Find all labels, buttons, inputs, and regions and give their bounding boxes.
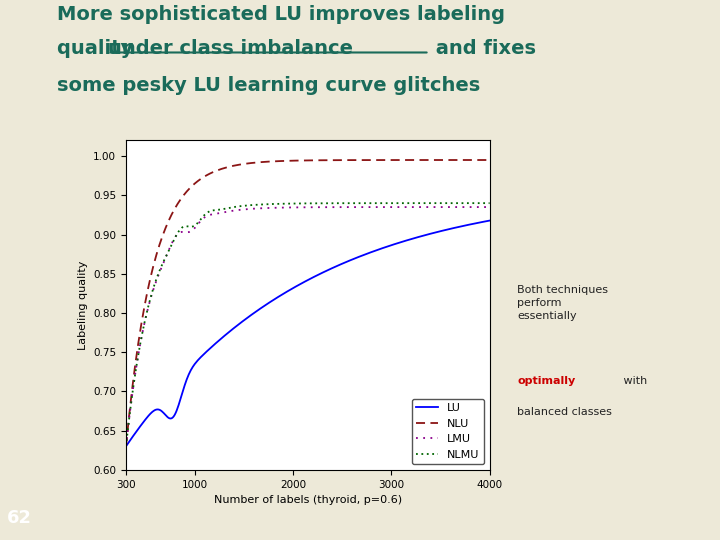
NLU xyxy=(247,160,256,166)
LMU xyxy=(184,229,193,235)
Y-axis label: Labeling quality: Labeling quality xyxy=(78,260,88,350)
NLMU xyxy=(223,205,232,212)
Legend: LU, NLU, LMU, NLMU: LU, NLU, LMU, NLMU xyxy=(412,399,484,464)
LMU xyxy=(226,208,235,214)
NLMU xyxy=(146,295,155,302)
NLMU xyxy=(432,200,441,206)
LMU xyxy=(223,208,232,215)
Text: under class imbalance: under class imbalance xyxy=(108,39,353,58)
LMU xyxy=(122,443,130,449)
NLMU xyxy=(122,443,130,449)
NLMU xyxy=(485,200,494,206)
NLMU xyxy=(247,202,256,208)
NLU xyxy=(184,186,193,193)
NLU xyxy=(146,275,155,281)
NLU xyxy=(485,157,494,163)
Text: Both techniques
perform
essentially: Both techniques perform essentially xyxy=(517,285,608,321)
LU xyxy=(485,218,494,224)
X-axis label: Number of labels (thyroid, p=0.6): Number of labels (thyroid, p=0.6) xyxy=(214,495,402,505)
Text: balanced classes: balanced classes xyxy=(517,407,612,417)
Text: optimally: optimally xyxy=(517,376,575,386)
LMU xyxy=(146,296,155,302)
Text: some pesky LU learning curve glitches: some pesky LU learning curve glitches xyxy=(57,76,480,95)
Text: with: with xyxy=(620,376,647,386)
Line: LMU: LMU xyxy=(126,207,490,446)
NLU xyxy=(432,157,441,163)
NLU xyxy=(122,443,130,449)
LU xyxy=(184,371,193,377)
Text: 62: 62 xyxy=(7,509,32,528)
LU xyxy=(122,443,130,449)
Line: LU: LU xyxy=(126,221,490,446)
Text: More sophisticated LU improves labeling: More sophisticated LU improves labeling xyxy=(57,5,505,24)
NLMU xyxy=(226,204,235,211)
LU xyxy=(223,330,232,336)
NLU xyxy=(223,164,232,171)
LU xyxy=(432,229,441,235)
LU xyxy=(146,410,155,417)
Text: quality: quality xyxy=(57,39,140,58)
NLU xyxy=(226,163,235,170)
LU xyxy=(226,328,235,334)
LMU xyxy=(247,206,256,212)
Line: NLU: NLU xyxy=(126,160,490,446)
NLMU xyxy=(184,224,193,230)
LMU xyxy=(432,204,441,210)
LU xyxy=(247,312,256,318)
Text: and fixes: and fixes xyxy=(429,39,536,58)
Line: NLMU: NLMU xyxy=(126,203,490,446)
LMU xyxy=(485,204,494,210)
